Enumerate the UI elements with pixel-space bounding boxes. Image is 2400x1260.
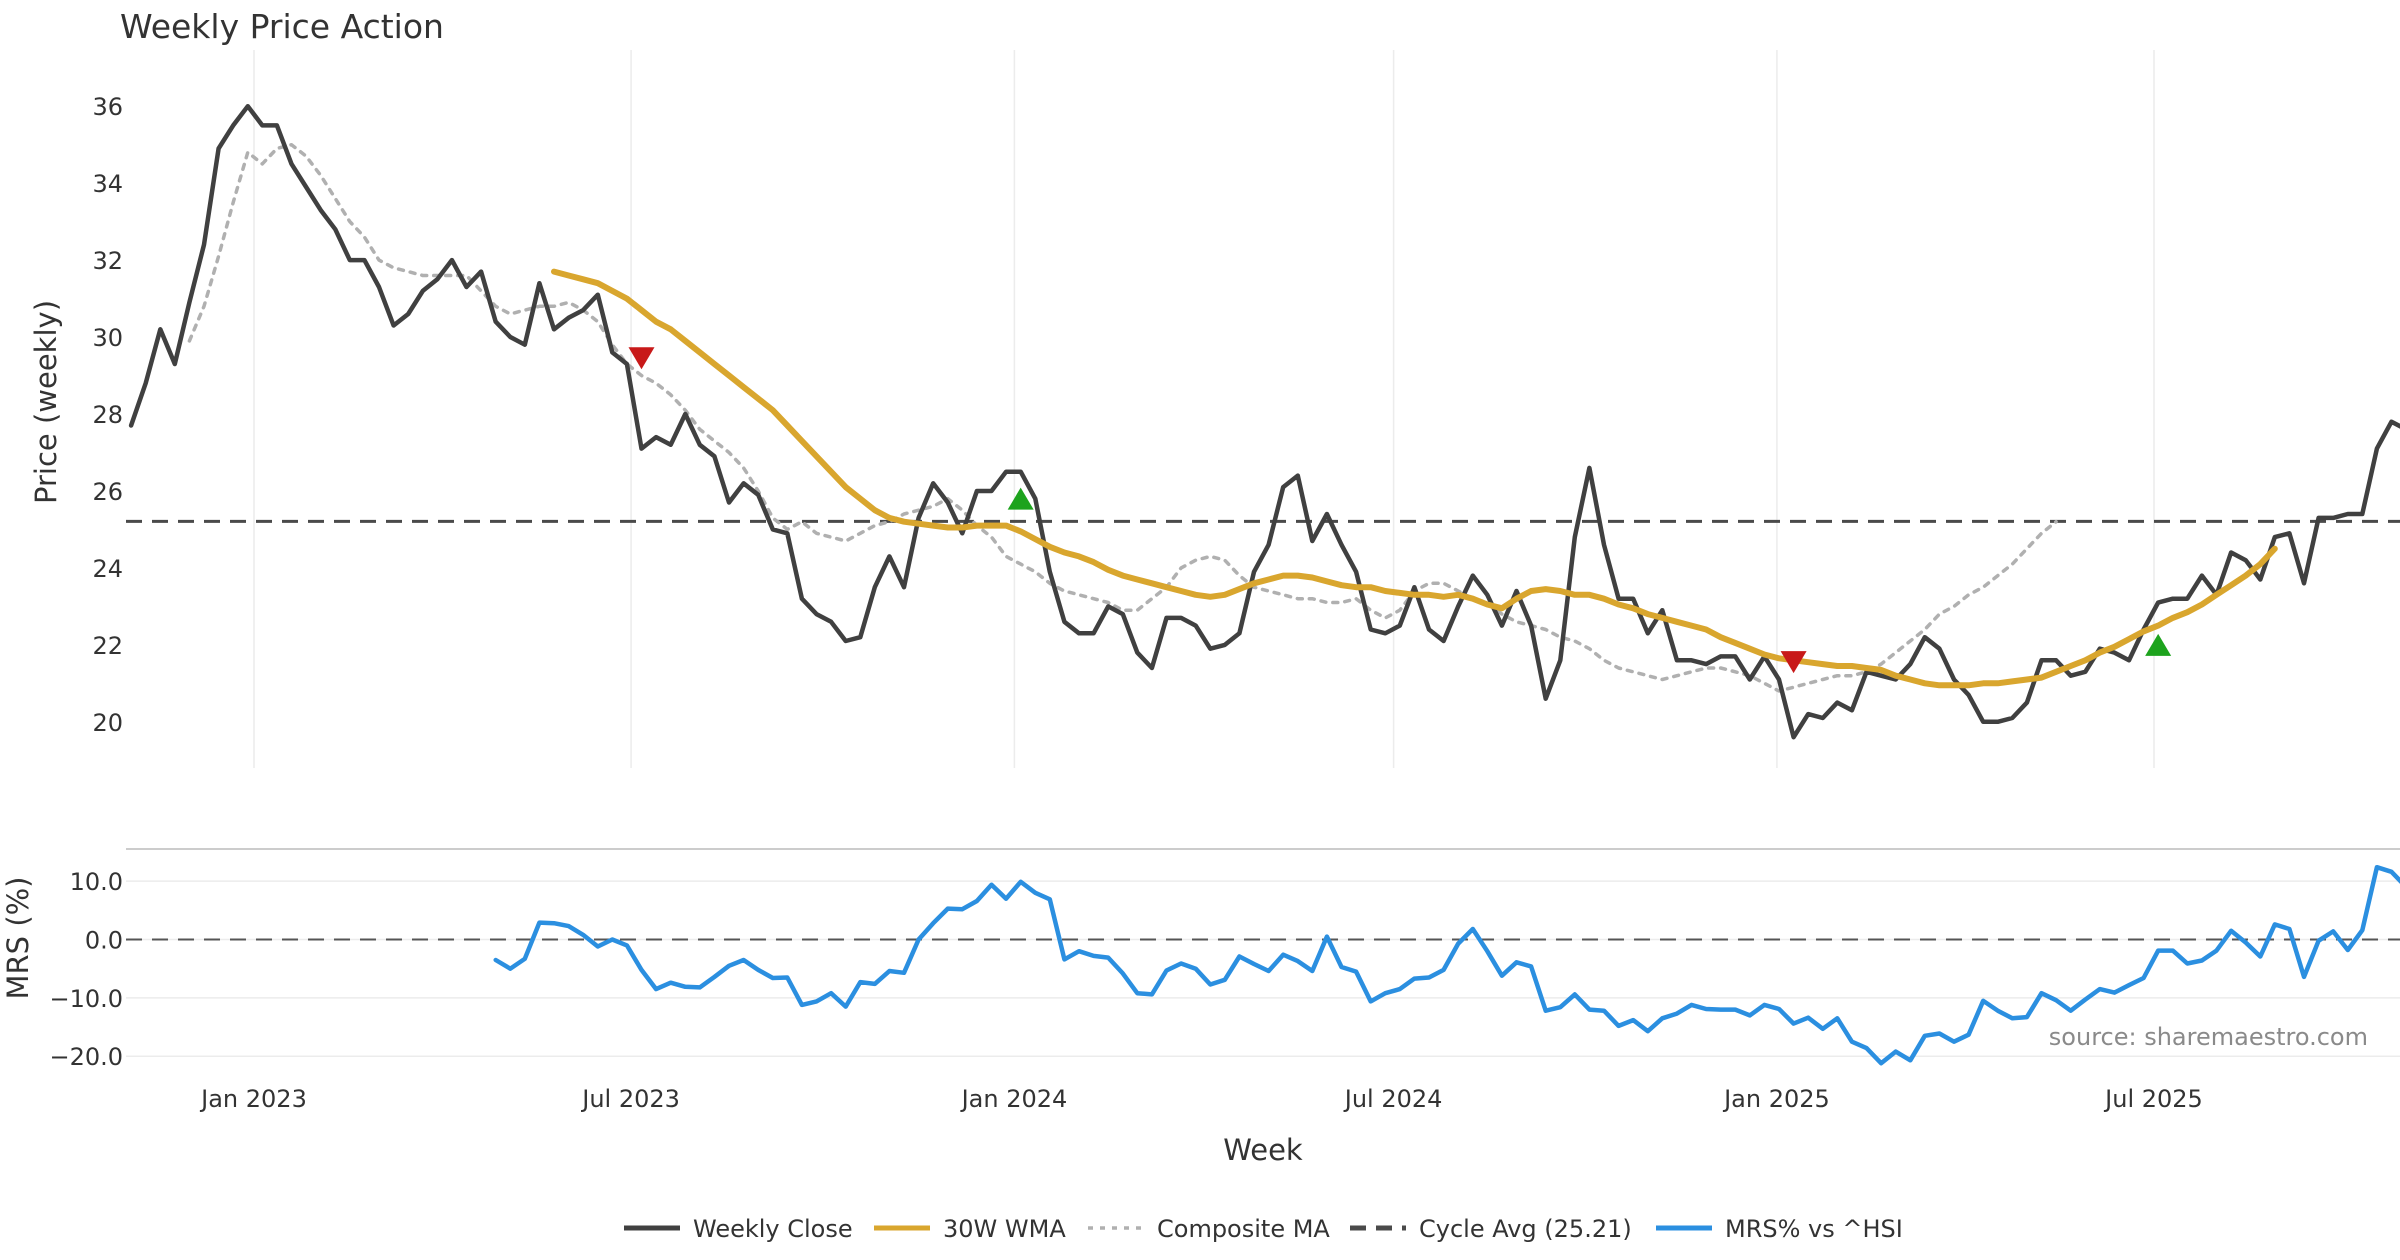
x-axis-label: Week	[1223, 1133, 1303, 1167]
x-tick-label: Jan 2024	[960, 1085, 1068, 1113]
legend-label: MRS% vs ^HSI	[1725, 1215, 1903, 1243]
legend: Weekly Close 30W WMA Composite MA Cycle Avg…	[624, 1215, 1903, 1243]
weekly-close-line	[128, 103, 2400, 740]
mrs-y-tick-label: −20.0	[49, 1043, 123, 1071]
mrs-y-tick-label: 0.0	[85, 927, 123, 955]
legend-label: Weekly Close	[693, 1215, 853, 1243]
x-tick-label: Jul 2025	[2103, 1085, 2203, 1113]
chart-title: Weekly Price Action	[120, 7, 444, 46]
sell-signal-marker	[628, 347, 655, 370]
price-y-tick-label: 28	[92, 401, 123, 429]
legend-label: 30W WMA	[943, 1215, 1066, 1243]
price-y-tick-label: 24	[92, 555, 123, 583]
price-y-tick-label: 32	[92, 247, 123, 275]
price-series-group	[128, 103, 2400, 740]
signal-markers	[628, 347, 2172, 674]
price-y-tick-label: 20	[92, 709, 123, 737]
price-y-tick-label: 22	[92, 632, 123, 660]
price-axis-label: Price (weekly)	[29, 300, 63, 504]
price-y-ticks: 20 22 24 26 28 30 32 34 36	[92, 93, 123, 737]
mrs-y-tick-label: 10.0	[70, 868, 123, 896]
price-panel-grid	[253, 50, 2155, 768]
mrs-axis-label: MRS (%)	[1, 877, 35, 1000]
mrs-line	[493, 864, 2400, 1066]
legend-label: Composite MA	[1157, 1215, 1330, 1243]
price-y-tick-label: 26	[92, 478, 123, 506]
x-tick-label: Jan 2023	[199, 1085, 307, 1113]
x-ticks: Jan 2023 Jul 2023 Jan 2024 Jul 2024 Jan 2025…	[199, 1085, 2203, 1113]
price-y-tick-label: 30	[92, 324, 123, 352]
source-note: source: sharemaestro.com	[2049, 1023, 2368, 1051]
buy-signal-marker	[1007, 487, 1034, 510]
price-y-tick-label: 36	[92, 93, 123, 121]
mrs-series-group	[493, 864, 2400, 1066]
legend-label: Cycle Avg (25.21)	[1419, 1215, 1632, 1243]
sell-signal-marker	[1780, 651, 1807, 674]
x-tick-label: Jul 2024	[1343, 1085, 1443, 1113]
x-tick-label: Jan 2025	[1722, 1085, 1830, 1113]
mrs-y-ticks: −20.0 −10.0 0.0 10.0	[49, 868, 123, 1071]
mrs-y-tick-label: −10.0	[49, 985, 123, 1013]
x-tick-label: Jul 2023	[580, 1085, 680, 1113]
price-y-tick-label: 34	[92, 170, 123, 198]
mrs-panel-grid	[126, 880, 2400, 1057]
buy-signal-marker	[2145, 633, 2172, 656]
wma-30w-line	[551, 268, 2278, 689]
composite-ma-line	[187, 142, 2058, 693]
